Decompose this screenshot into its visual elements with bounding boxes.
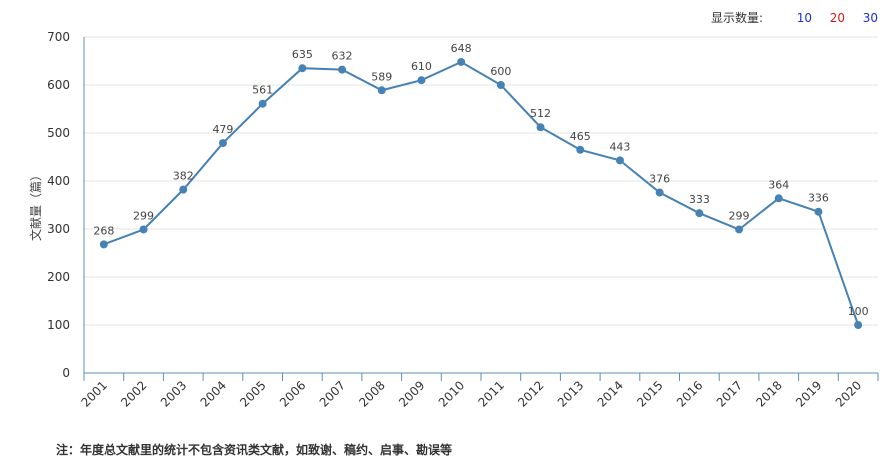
data-point <box>258 99 267 108</box>
data-label: 364 <box>768 178 789 191</box>
data-point <box>179 185 188 194</box>
x-tick-label: 2019 <box>793 378 824 409</box>
data-point <box>854 321 863 329</box>
data-label: 561 <box>252 84 273 97</box>
x-tick-label: 2020 <box>833 378 864 409</box>
data-point <box>377 86 386 95</box>
x-tick-label: 2011 <box>475 378 506 409</box>
data-point <box>615 156 624 165</box>
data-point <box>417 76 426 85</box>
data-points <box>99 57 863 329</box>
x-tick-label: 2018 <box>753 378 784 409</box>
y-tick-label: 100 <box>47 318 70 332</box>
x-tick-labels: 2001 2002 2003 2004 2005 2006 2007 2008 2009 2010… <box>78 378 864 409</box>
series-polyline <box>103 60 860 326</box>
display-count-label: 显示数量: <box>710 11 763 25</box>
y-tick-labels: 0 100 200 300 400 500 600 700 <box>47 30 70 380</box>
data-point <box>338 65 347 74</box>
data-point <box>298 64 307 73</box>
y-tick-label: 400 <box>47 174 70 188</box>
data-label: 376 <box>649 173 670 186</box>
data-label: 336 <box>808 192 829 205</box>
data-label: 268 <box>93 224 114 237</box>
data-label: 610 <box>411 60 432 73</box>
data-point <box>576 145 585 154</box>
x-tick-label: 2015 <box>634 378 665 409</box>
data-label: 443 <box>609 140 630 153</box>
y-axis-title: 文献量（篇） <box>28 169 43 241</box>
y-tick-label: 500 <box>47 126 70 140</box>
data-point <box>814 207 823 216</box>
y-tick-label: 200 <box>47 270 70 284</box>
data-label: 512 <box>530 107 551 120</box>
x-tick-label: 2012 <box>515 378 546 409</box>
x-tick-label: 2016 <box>674 378 705 409</box>
data-point <box>496 81 505 89</box>
y-tick-label: 0 <box>62 366 70 380</box>
data-label: 299 <box>133 209 154 222</box>
x-tick-label: 2003 <box>158 378 189 409</box>
x-tick-label: 2007 <box>317 378 348 409</box>
data-label: 465 <box>570 130 591 143</box>
data-label: 100 <box>848 305 869 318</box>
x-tick-label: 2017 <box>714 378 745 409</box>
series-line <box>103 60 860 326</box>
x-tick-label: 2014 <box>595 378 626 409</box>
data-point <box>218 139 227 148</box>
x-tick-label: 2006 <box>277 378 308 409</box>
display-count-control: 显示数量: 10 20 30 <box>711 9 878 26</box>
data-point <box>99 240 108 249</box>
x-tick-label: 2005 <box>237 378 268 409</box>
data-label: 299 <box>729 209 750 222</box>
data-label: 632 <box>332 50 353 63</box>
data-label: 479 <box>212 123 233 136</box>
data-label: 589 <box>371 70 392 83</box>
data-label: 333 <box>689 193 710 206</box>
data-point <box>139 225 148 234</box>
x-tick-label: 2008 <box>356 378 387 409</box>
data-point <box>735 225 744 234</box>
data-label: 600 <box>490 65 511 78</box>
display-count-option-30[interactable]: 30 <box>862 10 878 25</box>
data-label: 648 <box>451 42 472 55</box>
footnote: 注：年度总文献里的统计不包含资讯类文献，如致谢、稿约、启事、勘误等 <box>56 443 453 457</box>
grid-lines <box>84 36 878 326</box>
y-tick-label: 600 <box>47 78 70 92</box>
y-tick-label: 700 <box>47 30 70 44</box>
display-count-option-20[interactable]: 20 <box>829 10 845 25</box>
x-tick-label: 2010 <box>436 378 467 409</box>
y-tick-label: 300 <box>47 222 70 236</box>
x-tick-label: 2002 <box>118 378 149 409</box>
data-point <box>774 194 783 203</box>
data-point <box>536 123 545 132</box>
display-count-option-10[interactable]: 10 <box>796 10 812 25</box>
axes <box>83 37 879 381</box>
data-point <box>695 209 704 218</box>
x-tick-label: 2013 <box>555 378 586 409</box>
x-tick-label: 2001 <box>78 378 109 409</box>
data-point <box>457 57 466 66</box>
data-point <box>655 188 664 197</box>
data-label: 382 <box>173 170 194 183</box>
data-labels: 268 299 382 479 561 635 632 589 610 648 600 512 465 4… <box>93 42 868 318</box>
data-label: 635 <box>292 48 313 61</box>
x-tick-label: 2009 <box>396 378 427 409</box>
x-tick-label: 2004 <box>198 378 229 409</box>
